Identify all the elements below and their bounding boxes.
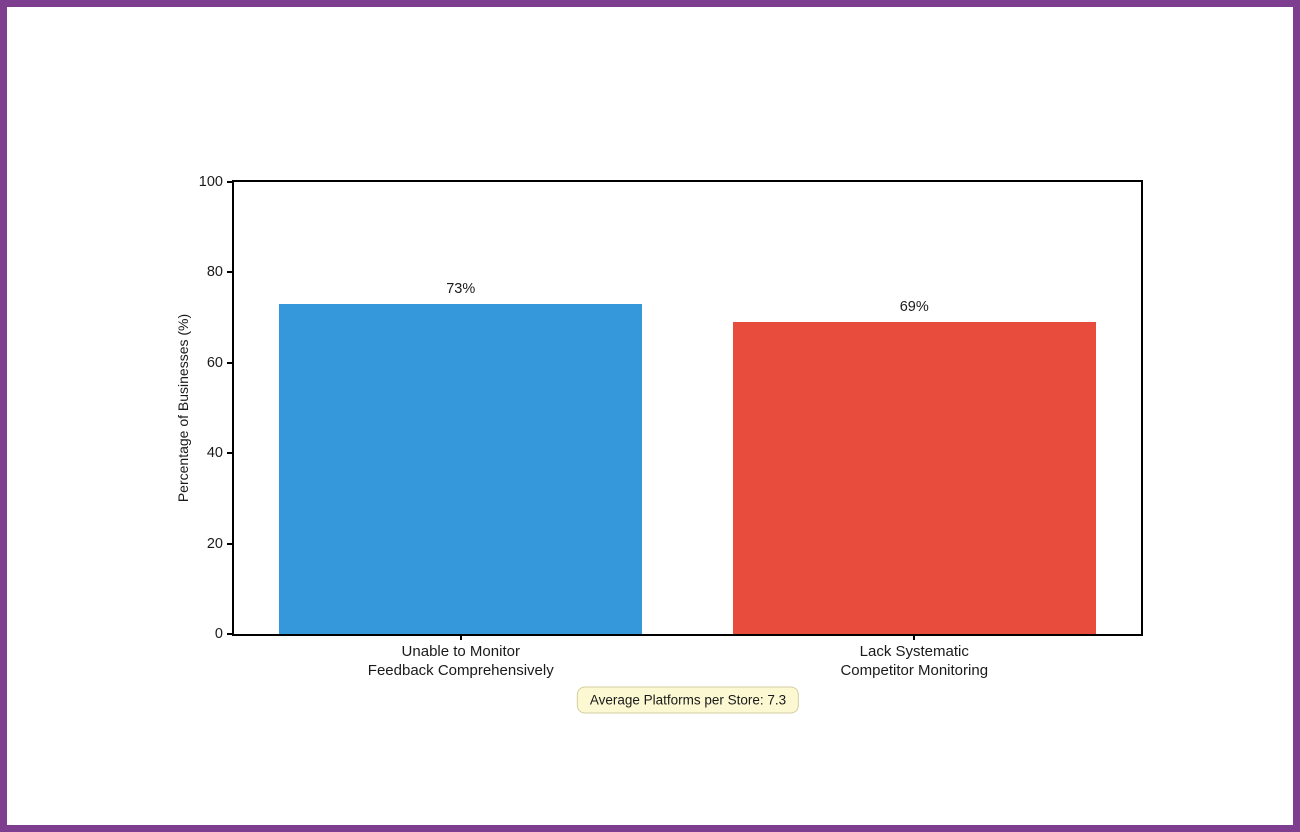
y-tick-label: 80 — [206, 264, 223, 281]
bar-value-label: 69% — [899, 299, 929, 316]
y-tick-label: 100 — [198, 174, 223, 190]
y-tick-label: 20 — [206, 535, 223, 552]
annotation-text: Average Platforms per Store: 7.3 — [589, 692, 787, 708]
y-tick-label: 60 — [206, 354, 223, 371]
x-tick-label: Unable to Monitor Feedback Comprehensive… — [367, 643, 554, 679]
bar — [279, 304, 643, 634]
bar — [732, 322, 1096, 634]
y-axis-label: Percentage of Businesses (%) — [175, 313, 191, 503]
y-tick-mark — [227, 452, 234, 455]
annotation-box: Average Platforms per Store: 7.3 — [576, 686, 800, 714]
x-tick-mark — [459, 634, 462, 640]
y-tick-mark — [227, 271, 234, 274]
y-tick-mark — [227, 181, 234, 183]
y-tick-mark — [227, 361, 234, 364]
y-tick-label: 40 — [206, 445, 223, 462]
x-tick-label: Lack Systematic Competitor Monitoring — [840, 643, 989, 679]
y-tick-mark — [227, 542, 234, 545]
y-tick-mark — [227, 633, 234, 635]
x-tick-mark — [913, 634, 916, 640]
plot-area: 0 20 40 60 80 100 73% Unable to Monitor Feedbac… — [199, 174, 1143, 679]
y-tick-label: 0 — [214, 626, 223, 642]
bar-value-label: 73% — [446, 281, 476, 298]
